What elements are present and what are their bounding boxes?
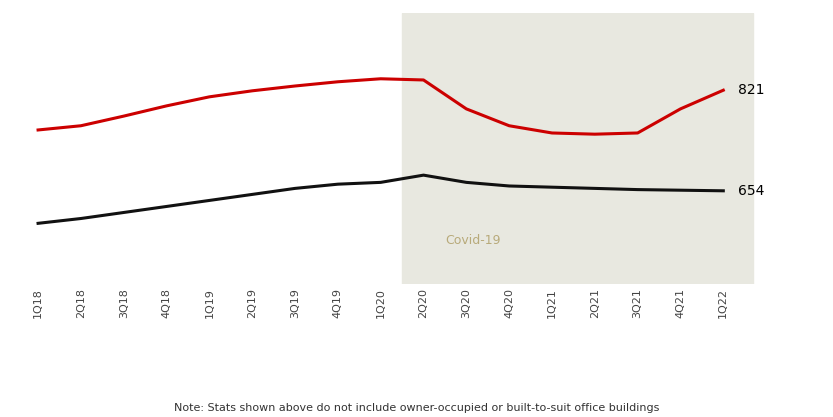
Text: 821: 821 xyxy=(738,83,765,97)
Text: Note: Stats shown above do not include owner-occupied or built-to-suit office bu: Note: Stats shown above do not include o… xyxy=(174,403,659,413)
Legend: 20 years or newer, Older than 20 years: 20 years or newer, Older than 20 years xyxy=(142,412,468,417)
Bar xyxy=(402,13,753,284)
Text: 654: 654 xyxy=(738,184,765,198)
Text: Covid-19: Covid-19 xyxy=(445,234,501,247)
